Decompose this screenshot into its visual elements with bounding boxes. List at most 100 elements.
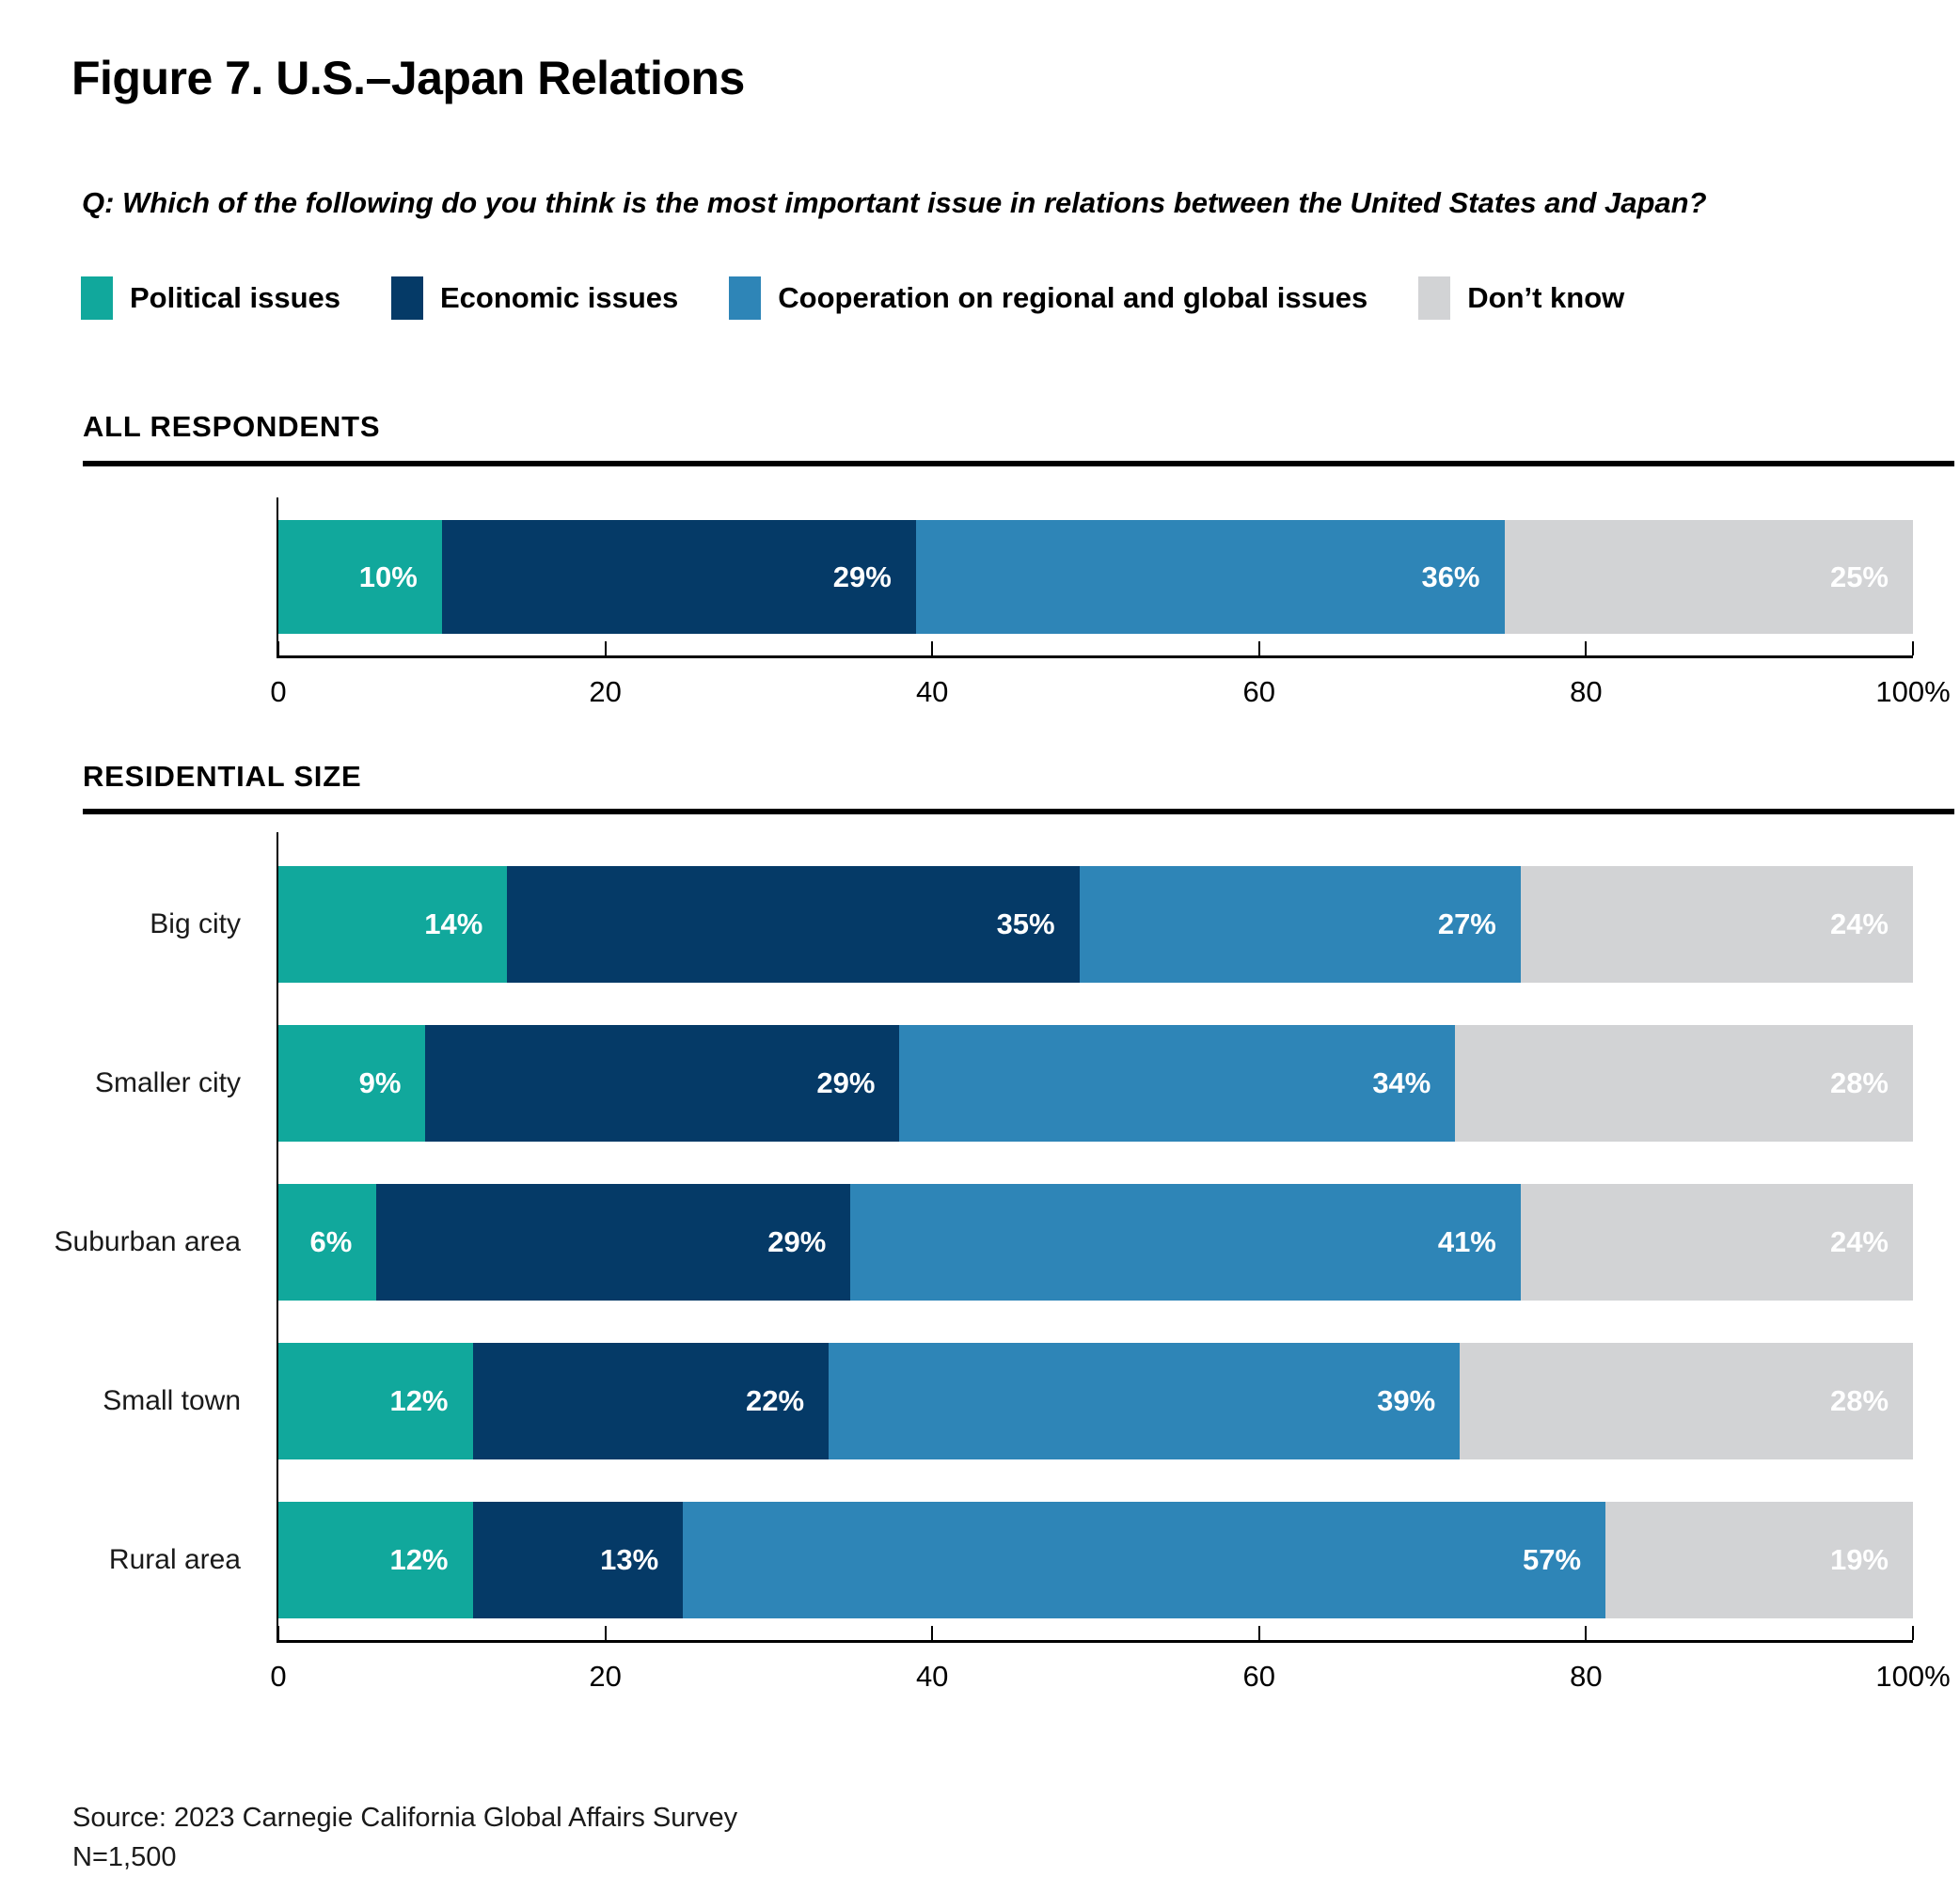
bar-segment-cooperation-on-regional-and-global-issues: 57% xyxy=(683,1502,1606,1618)
section-header-residential-size: RESIDENTIAL SIZE xyxy=(83,760,362,793)
x-axis-line xyxy=(277,655,1913,658)
legend-label: Political issues xyxy=(130,281,340,314)
legend-swatch-icon xyxy=(81,276,113,320)
bar-segment-don-t-know: 28% xyxy=(1460,1343,1914,1459)
sample-size: N=1,500 xyxy=(72,1842,177,1873)
segment-value-label: 13% xyxy=(600,1543,659,1576)
x-axis-tick-label: 0 xyxy=(270,675,287,708)
segment-value-label: 34% xyxy=(1372,1066,1431,1099)
x-axis-tick xyxy=(1585,1626,1588,1640)
section-rule xyxy=(83,461,1954,466)
legend-label: Don’t know xyxy=(1467,281,1625,314)
segment-value-label: 6% xyxy=(309,1225,353,1258)
legend-swatch-icon xyxy=(391,276,423,320)
plot-residential-size: Big city 14% 35% 27% 24% Smaller city 9% 29% 34%… xyxy=(55,832,1951,1693)
bar-segment-cooperation-on-regional-and-global-issues: 36% xyxy=(915,520,1505,634)
bar-row: 10% 29% 36% 25% xyxy=(278,520,1913,634)
x-axis-tick-label: 100% xyxy=(1875,1660,1951,1693)
segment-value-label: 39% xyxy=(1377,1384,1436,1417)
x-axis-tick-label: 40 xyxy=(915,1660,949,1693)
segment-value-label: 35% xyxy=(996,907,1055,940)
x-axis-tick xyxy=(1257,1626,1260,1640)
category-label: Suburban area xyxy=(54,1226,242,1257)
legend-label: Cooperation on regional and global issue… xyxy=(778,281,1368,314)
bar-segment-don-t-know: 25% xyxy=(1504,520,1913,634)
category-label: Rural area xyxy=(108,1544,241,1575)
bar-row: Big city 14% 35% 27% 24% xyxy=(150,866,1913,983)
bar-segment-political-issues: 14% xyxy=(278,866,508,983)
bar-segment-cooperation-on-regional-and-global-issues: 27% xyxy=(1079,866,1521,983)
category-label: Big city xyxy=(150,908,241,939)
segment-value-label: 22% xyxy=(746,1384,805,1417)
segment-value-label: 29% xyxy=(767,1225,827,1258)
x-axis-tick xyxy=(1585,641,1588,655)
legend-item: Cooperation on regional and global issue… xyxy=(729,276,1367,320)
segment-value-label: 29% xyxy=(832,560,892,593)
plot-all-respondents: 10% 29% 36% 25% 0 20 40 60 80 100% xyxy=(270,497,1951,708)
x-axis-tick-label: 60 xyxy=(1242,1660,1276,1693)
x-axis-tick xyxy=(277,1626,279,1640)
bar-segment-economic-issues: 29% xyxy=(376,1184,851,1301)
legend-swatch-icon xyxy=(1418,276,1451,320)
legend-item: Economic issues xyxy=(391,276,678,320)
segment-value-label: 41% xyxy=(1437,1225,1496,1258)
segment-value-label: 24% xyxy=(1829,1225,1889,1258)
legend-label: Economic issues xyxy=(440,281,679,314)
bar-row: Small town 12% 22% 39% 28% xyxy=(103,1343,1914,1459)
segment-value-label: 19% xyxy=(1829,1543,1889,1576)
source-block: Source: 2023 Carnegie California Global … xyxy=(72,1798,737,1877)
survey-question: Q: Which of the following do you think i… xyxy=(82,186,1707,219)
legend: Political issues Economic issues Cooperati… xyxy=(81,276,1624,320)
segment-value-label: 10% xyxy=(358,560,418,593)
bar-segment-cooperation-on-regional-and-global-issues: 34% xyxy=(899,1025,1456,1142)
segment-value-label: 12% xyxy=(389,1543,449,1576)
x-axis-tick xyxy=(931,641,934,655)
legend-item: Political issues xyxy=(81,276,340,320)
segment-value-label: 57% xyxy=(1523,1543,1582,1576)
bar-segment-don-t-know: 19% xyxy=(1605,1502,1913,1618)
x-axis-tick-label: 20 xyxy=(589,675,622,708)
bar-segment-economic-issues: 29% xyxy=(441,520,916,634)
section-rule xyxy=(83,809,1954,814)
segment-value-label: 27% xyxy=(1437,907,1496,940)
category-label: Small town xyxy=(103,1385,241,1416)
x-axis-tick xyxy=(931,1626,934,1640)
x-axis-tick-label: 80 xyxy=(1570,1660,1603,1693)
x-axis-line xyxy=(277,1640,1913,1643)
segment-value-label: 36% xyxy=(1421,560,1480,593)
source-note: Source: 2023 Carnegie California Global … xyxy=(72,1803,738,1833)
x-axis-tick-label: 40 xyxy=(915,675,949,708)
segment-value-label: 24% xyxy=(1829,907,1889,940)
bar-segment-economic-issues: 35% xyxy=(507,866,1080,983)
bar-segment-don-t-know: 24% xyxy=(1520,1184,1913,1301)
bar-row: Smaller city 9% 29% 34% 28% xyxy=(95,1025,1913,1142)
segment-value-label: 12% xyxy=(389,1384,449,1417)
x-axis-tick-label: 100% xyxy=(1875,675,1951,708)
bar-segment-cooperation-on-regional-and-global-issues: 41% xyxy=(850,1184,1521,1301)
segment-value-label: 14% xyxy=(424,907,483,940)
bar-segment-political-issues: 10% xyxy=(278,520,442,634)
x-axis-tick-label: 0 xyxy=(270,1660,287,1693)
bar-segment-economic-issues: 29% xyxy=(425,1025,900,1142)
category-label: Smaller city xyxy=(94,1067,241,1098)
bar-segment-cooperation-on-regional-and-global-issues: 39% xyxy=(829,1343,1461,1459)
bar-row: Suburban area 6% 29% 41% 24% xyxy=(55,1184,1913,1301)
bar-segment-don-t-know: 24% xyxy=(1520,866,1913,983)
bar-segment-political-issues: 12% xyxy=(278,1343,473,1459)
x-axis-tick-label: 60 xyxy=(1242,675,1276,708)
bar-segment-political-issues: 9% xyxy=(278,1025,426,1142)
segment-value-label: 28% xyxy=(1829,1384,1889,1417)
x-axis-tick xyxy=(1912,1626,1914,1640)
segment-value-label: 29% xyxy=(816,1066,876,1099)
bar-segment-political-issues: 12% xyxy=(278,1502,473,1618)
x-axis-tick xyxy=(604,641,607,655)
segment-value-label: 28% xyxy=(1829,1066,1889,1099)
x-axis-tick xyxy=(1912,641,1914,655)
x-axis-tick xyxy=(1257,641,1260,655)
bar-row: Rural area 12% 13% 57% 19% xyxy=(109,1502,1913,1618)
legend-item: Don’t know xyxy=(1418,276,1624,320)
bar-segment-political-issues: 6% xyxy=(278,1184,377,1301)
bar-segment-economic-issues: 22% xyxy=(472,1343,830,1459)
legend-swatch-icon xyxy=(729,276,762,320)
figure-title: Figure 7. U.S.–Japan Relations xyxy=(71,52,745,104)
